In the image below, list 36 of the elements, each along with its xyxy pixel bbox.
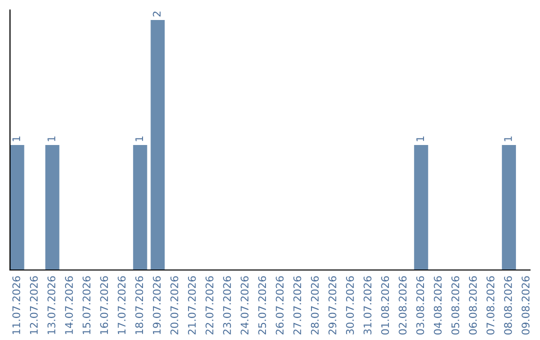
x-tick-label: 06.08.2026 xyxy=(468,276,477,335)
x-tick-label: 23.07.2026 xyxy=(223,276,231,334)
x-tick-label: 26.07.2026 xyxy=(276,276,284,334)
x-tick-label: 14.07.2026 xyxy=(65,276,73,334)
x-tick-label: 30.07.2026 xyxy=(346,276,354,334)
x-tick-label: 13.07.2026 xyxy=(47,276,56,334)
data-label: 1 xyxy=(48,136,56,142)
x-tick-label: 21.07.2026 xyxy=(188,276,196,334)
x-tick-label: 25.07.2026 xyxy=(258,276,266,334)
x-tick-label: 20.07.2026 xyxy=(170,276,178,334)
data-label: 1 xyxy=(504,136,512,142)
x-tick-label: 19.07.2026 xyxy=(152,276,161,334)
x-tick-label: 22.07.2026 xyxy=(206,276,214,334)
x-tick-label: 31.07.2026 xyxy=(364,276,372,334)
x-tick-label: 07.08.2026 xyxy=(486,276,494,335)
x-tick-label: 02.08.2026 xyxy=(398,276,407,335)
x-tick-label: 28.07.2026 xyxy=(310,276,319,334)
x-tick-label: 03.08.2026 xyxy=(416,276,424,335)
x-tick-label: 18.07.2026 xyxy=(135,276,144,334)
x-tick-label: 16.07.2026 xyxy=(100,276,108,334)
data-label: 2 xyxy=(152,12,161,16)
x-tick-label: 27.07.2026 xyxy=(293,276,302,334)
x-tick-label: 09.08.2026 xyxy=(522,276,530,335)
x-tick-label: 15.07.2026 xyxy=(82,276,90,334)
data-label: 1 xyxy=(12,136,20,142)
x-tick-label: 12.07.2026 xyxy=(30,276,38,334)
x-tick-label: 17.07.2026 xyxy=(118,276,126,334)
x-tick-label: 01.08.2026 xyxy=(381,276,390,335)
x-tick-label: 08.08.2026 xyxy=(504,276,512,335)
x-tick-label: 24.07.2026 xyxy=(240,276,249,334)
x-tick-label: 04.08.2026 xyxy=(434,276,442,335)
data-label: 1 xyxy=(135,136,144,142)
x-tick-label: 29.07.2026 xyxy=(328,276,336,334)
x-tick-label: 11.07.2026 xyxy=(12,276,20,334)
data-label: 1 xyxy=(416,136,424,142)
x-tick-label: 05.08.2026 xyxy=(451,276,460,335)
